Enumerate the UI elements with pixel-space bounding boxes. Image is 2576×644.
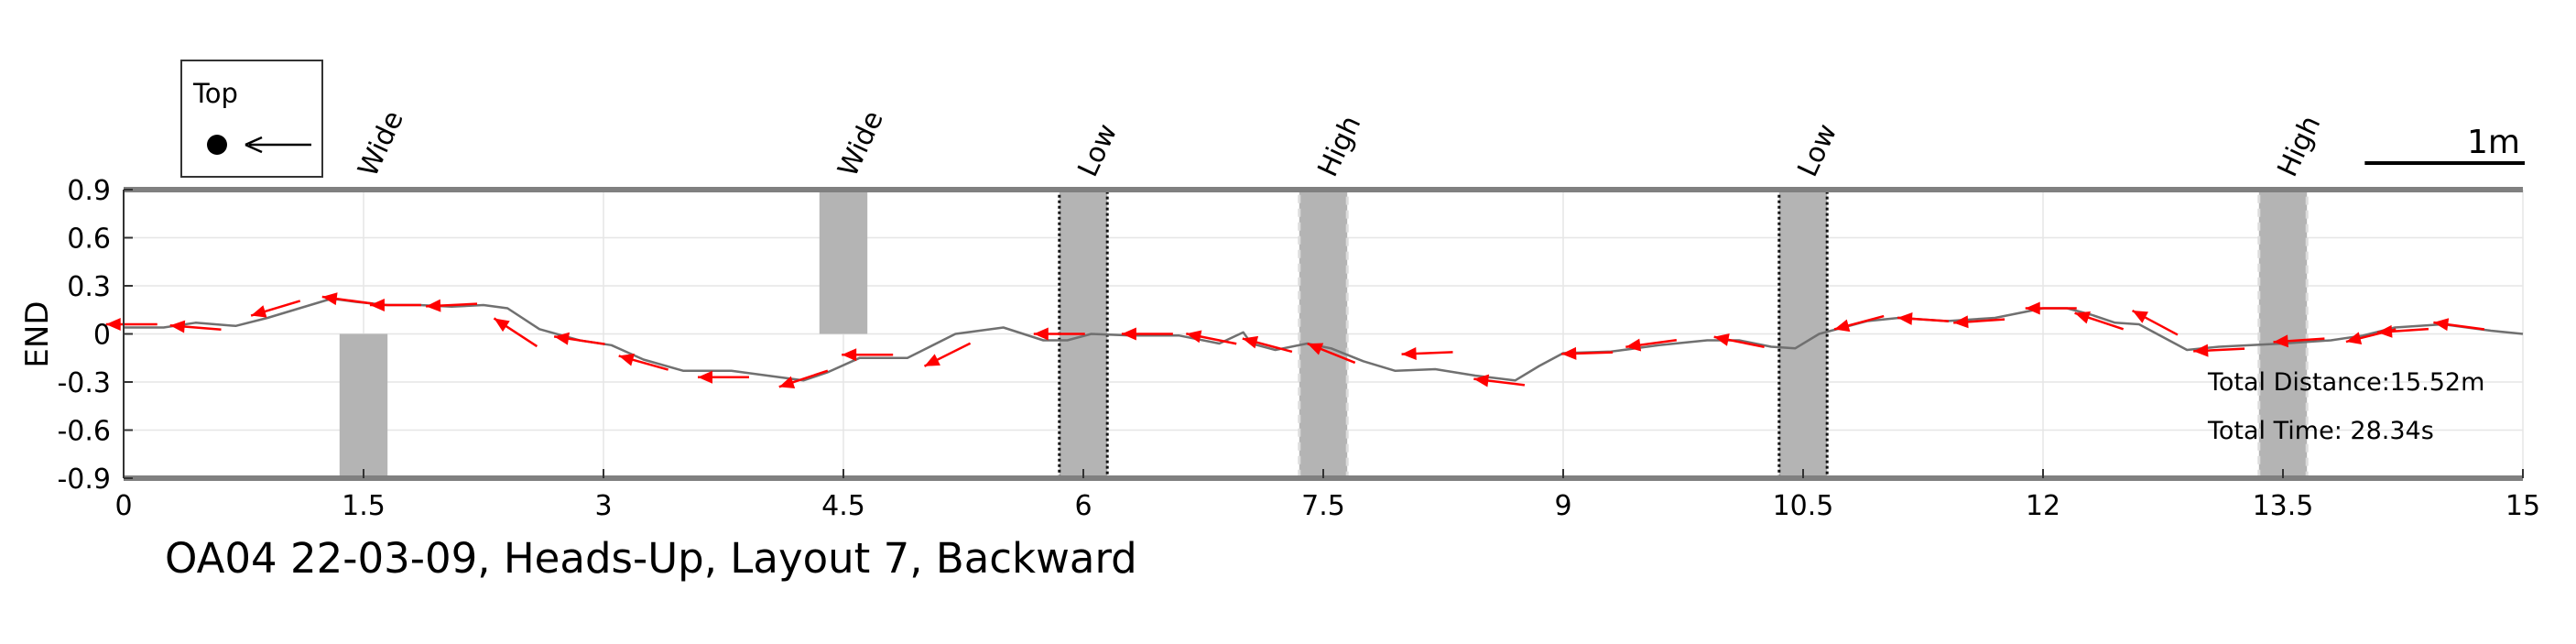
heading-arrow (1953, 315, 2005, 329)
x-tick-label: 9 (1554, 490, 1571, 522)
x-tick-label: 0 (114, 490, 132, 522)
y-tick-label: 0.6 (67, 224, 111, 256)
obstacle-wide (339, 333, 388, 478)
legend-box: Top (180, 60, 323, 178)
x-tick-label: 10.5 (1773, 490, 1834, 522)
legend-marker-icon (207, 135, 227, 155)
heading-arrow (426, 299, 478, 312)
y-axis-label: END (19, 300, 56, 367)
heading-arrow (1561, 346, 1614, 360)
x-tick-label: 7.5 (1301, 490, 1345, 522)
x-tick-label: 12 (2026, 490, 2060, 522)
x-tick-label: 4.5 (821, 490, 865, 522)
obstacle-label: Wide (832, 106, 890, 182)
chart-caption: OA04 22-03-09, Heads-Up, Layout 7, Backw… (165, 534, 1137, 583)
axes (123, 187, 2524, 481)
x-tick-label: 6 (1074, 490, 1092, 522)
scale-bar: 1m (2364, 124, 2525, 165)
x-tick-label: 3 (594, 490, 612, 522)
heading-arrow (369, 299, 421, 311)
obstacle-label: Wide (353, 106, 410, 182)
heading-arrow (1242, 335, 1293, 354)
heading-arrow (1625, 338, 1677, 352)
y-tick-label: 0 (93, 320, 111, 352)
heading-arrow (618, 354, 668, 371)
heading-arrow (2193, 344, 2245, 357)
obstacle-wide (819, 190, 868, 334)
heading-arrow (1833, 314, 1885, 333)
heading-arrow (553, 332, 605, 345)
obstacle-label: Low (1072, 119, 1125, 181)
heading-arrow (2025, 301, 2077, 315)
scale-bar-label: 1m (2467, 124, 2520, 161)
obstacle-label: High (2272, 111, 2328, 181)
heading-arrow (105, 318, 158, 331)
heading-arrow (1897, 311, 1950, 325)
y-tick-label: 0.9 (67, 175, 111, 207)
heading-arrow (1186, 330, 1237, 345)
heading-arrow (1713, 333, 1765, 348)
heading-arrow (321, 292, 374, 306)
heading-arrow (842, 348, 894, 362)
x-tick-label: 1.5 (342, 490, 386, 522)
obstacle-label: High (1312, 111, 1368, 181)
heading-arrow (2273, 334, 2325, 348)
heading-arrow (250, 300, 301, 318)
heading-arrow (1121, 327, 1173, 341)
total-time-label: Total Time: 28.34s (2207, 417, 2434, 445)
x-tick-label: 15 (2505, 490, 2540, 522)
obstacle-label: Low (1792, 119, 1844, 181)
heading-arrow (923, 342, 972, 367)
heading-arrow (493, 317, 538, 348)
obstacle-high (1298, 188, 1349, 480)
y-tick-label: 0.3 (67, 271, 111, 303)
trajectory (124, 297, 2524, 382)
heading-arrow (1401, 346, 1453, 360)
heading-arrow (1307, 342, 1356, 365)
heading-arrow (778, 369, 829, 388)
legend-title: Top (192, 78, 238, 109)
total-distance-label: Total Distance:15.52m (2207, 368, 2484, 397)
heading-arrow (169, 320, 222, 333)
heading-arrow (2433, 318, 2485, 332)
heading-arrow (2345, 328, 2397, 344)
heading-arrow (2074, 311, 2125, 331)
y-tick-label: -0.3 (57, 367, 111, 399)
heading-arrow (2131, 309, 2179, 336)
heading-arrow (1473, 374, 1526, 387)
heading-arrow (698, 370, 749, 384)
legend-arrow-icon (245, 136, 311, 154)
obstacle-high (2257, 188, 2309, 480)
y-tick-label: -0.6 (57, 416, 111, 448)
x-tick-label: 13.5 (2253, 490, 2314, 522)
heading-arrows (105, 292, 2485, 388)
trajectory-line (124, 297, 2524, 382)
y-tick-label: -0.9 (57, 464, 111, 496)
heading-arrow (1033, 327, 1085, 341)
